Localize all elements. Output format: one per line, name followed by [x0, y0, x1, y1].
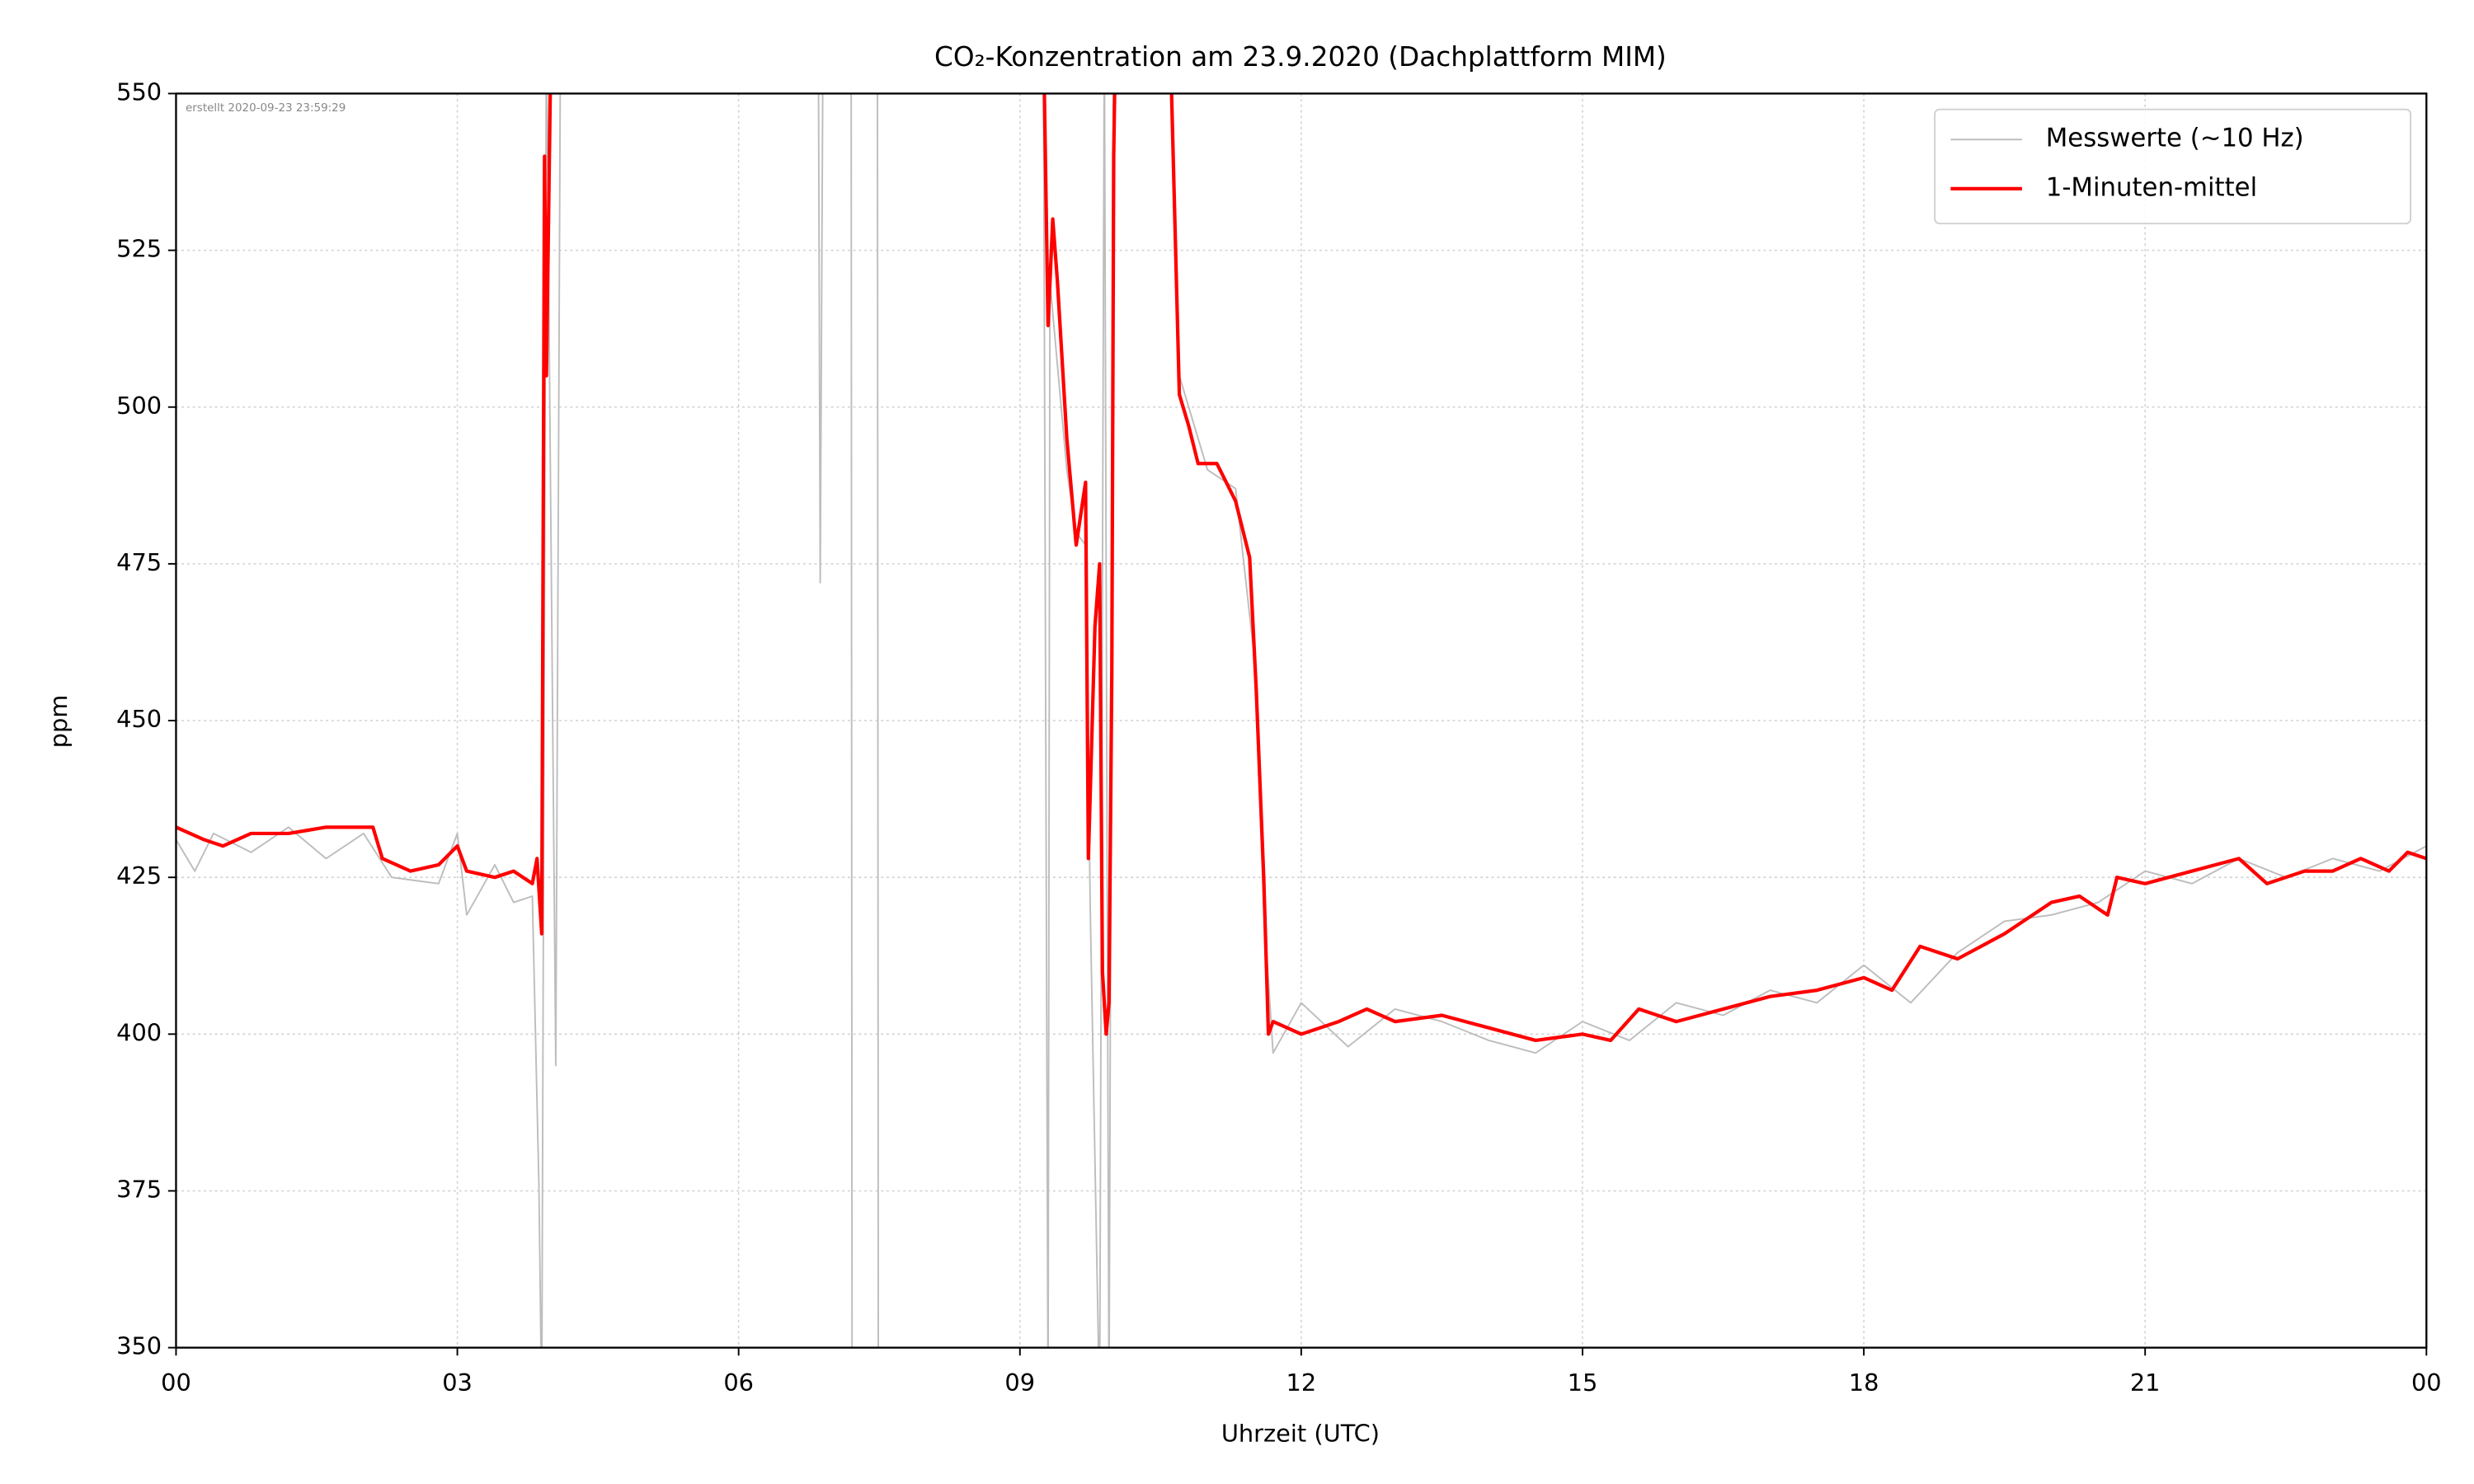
x-tick-label: 12: [1286, 1369, 1317, 1397]
x-tick-label: 15: [1568, 1369, 1598, 1397]
x-tick-label: 00: [2411, 1369, 2442, 1397]
x-tick-label: 03: [442, 1369, 473, 1397]
x-tick-label: 09: [1004, 1369, 1035, 1397]
x-tick-label: 21: [2130, 1369, 2161, 1397]
annotation: erstellt 2020-09-23 23:59:29: [186, 102, 346, 115]
y-tick-label: 500: [116, 392, 162, 420]
y-tick-label: 400: [116, 1018, 162, 1046]
x-tick-label: 06: [723, 1369, 754, 1397]
y-tick-label: 350: [116, 1332, 162, 1360]
plot-area: [176, 93, 2427, 1348]
legend-label: Messwerte (~10 Hz): [2046, 124, 2304, 153]
y-tick-label: 425: [116, 862, 162, 890]
y-tick-label: 525: [116, 235, 162, 263]
x-tick-label: 18: [1849, 1369, 1879, 1397]
legend-box: [1934, 108, 2412, 225]
legend: Messwerte (~10 Hz) 1-Minuten-mittel: [1934, 108, 2412, 225]
y-tick-label: 550: [116, 77, 162, 106]
x-tick-label: 00: [161, 1369, 191, 1397]
line-series: [176, 93, 2427, 1043]
y-tick-label: 450: [116, 705, 162, 733]
line-series: [176, 93, 2427, 1348]
chart-title: CO₂-Konzentration am 23.9.2020 (Dachplat…: [934, 41, 1667, 73]
y-tick-label: 375: [116, 1175, 162, 1203]
ticks: 350 375 400 425 450 475 500 525 550 00 03 06 09 12 15 1…: [116, 77, 2442, 1396]
y-tick-label: 475: [116, 548, 162, 576]
y-axis-label: ppm: [45, 695, 73, 749]
x-axis-label: Uhrzeit (UTC): [1221, 1419, 1380, 1447]
legend-label: 1-Minuten-mittel: [2046, 172, 2257, 202]
